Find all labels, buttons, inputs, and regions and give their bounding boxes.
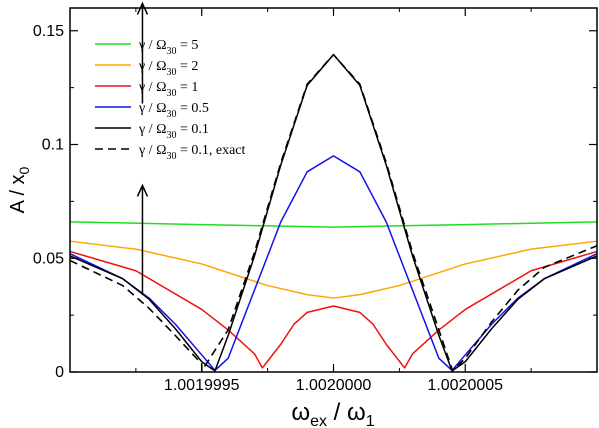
series-line-2 [69, 240, 598, 299]
y-axis-label: A / x0 [7, 166, 32, 213]
x-tick-label: 1.0020000 [296, 377, 372, 394]
series-layer [69, 53, 598, 372]
legend: γ / Ω30 = 5 γ / Ω30 = 2 γ / Ω30 = 1 γ / Ω30… [95, 38, 246, 162]
x-axis-label: ωex / ω1 [291, 399, 374, 428]
legend-label: γ / Ω30 = 0.5 [138, 101, 209, 120]
x-tick-label: 1.0019995 [164, 377, 240, 394]
legend-label: γ / Ω30 = 0.1 [138, 122, 209, 141]
y-tick-label: 0 [55, 364, 64, 381]
series-line-3 [69, 250, 598, 369]
series-line-6 [69, 53, 598, 372]
legend-label: γ / Ω30 = 2 [138, 59, 198, 78]
x-tick-label: 1.0020005 [427, 377, 503, 394]
y-tick-label: 0.1 [42, 137, 64, 154]
legend-label: γ / Ω30 = 1 [138, 80, 198, 99]
y-tick-label: 0.15 [33, 23, 64, 40]
arrow-up-icon [136, 1, 149, 15]
arrow-layer [136, 1, 149, 295]
series-line-1 [69, 221, 598, 228]
arrow-up-icon [136, 183, 149, 197]
series-line-4 [69, 155, 598, 372]
legend-label: γ / Ω30 = 0.1, exact [138, 143, 246, 162]
tick-layer: 1.0019995 1.0020000 1.0020005 0 0.05 0.1 0.15 [33, 8, 598, 394]
legend-label: γ / Ω30 = 5 [138, 38, 198, 57]
y-tick-label: 0.05 [33, 250, 64, 267]
